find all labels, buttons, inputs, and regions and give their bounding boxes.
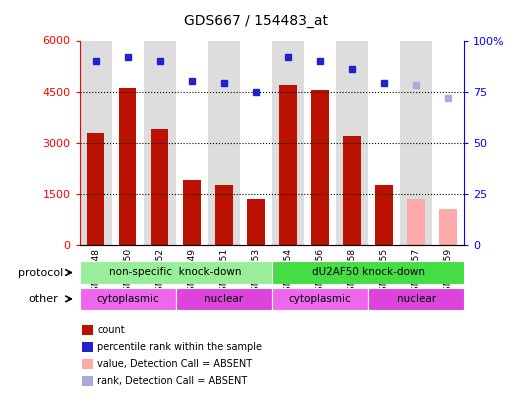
- Text: count: count: [97, 325, 125, 335]
- Bar: [87, 132, 104, 245]
- Bar: [272, 261, 464, 284]
- Bar: [80, 40, 112, 245]
- Bar: [208, 40, 240, 245]
- Bar: [82, 325, 93, 335]
- Text: GDS667 / 154483_at: GDS667 / 154483_at: [185, 14, 328, 28]
- Bar: [247, 199, 265, 245]
- Text: dU2AF50 knock-down: dU2AF50 knock-down: [311, 267, 425, 277]
- Bar: [215, 185, 232, 245]
- Bar: [82, 342, 93, 352]
- Text: non-specific  knock-down: non-specific knock-down: [109, 267, 242, 277]
- Text: value, Detection Call = ABSENT: value, Detection Call = ABSENT: [97, 359, 252, 369]
- Bar: [368, 40, 400, 245]
- Bar: [368, 288, 464, 310]
- Bar: [407, 199, 425, 245]
- Text: rank, Detection Call = ABSENT: rank, Detection Call = ABSENT: [97, 376, 248, 386]
- Bar: [311, 90, 329, 245]
- Bar: [400, 40, 432, 245]
- Bar: [175, 288, 272, 310]
- Text: cytoplasmic: cytoplasmic: [96, 294, 159, 304]
- Bar: [82, 359, 93, 369]
- Bar: [80, 261, 272, 284]
- Text: nuclear: nuclear: [204, 294, 243, 304]
- Bar: [272, 288, 368, 310]
- Bar: [272, 40, 304, 245]
- Bar: [144, 40, 175, 245]
- Bar: [82, 376, 93, 386]
- Bar: [279, 85, 297, 245]
- Text: cytoplasmic: cytoplasmic: [289, 294, 351, 304]
- Bar: [336, 40, 368, 245]
- Bar: [304, 40, 336, 245]
- Bar: [119, 88, 136, 245]
- Bar: [175, 40, 208, 245]
- Bar: [376, 185, 393, 245]
- Text: nuclear: nuclear: [397, 294, 436, 304]
- Bar: [440, 209, 457, 245]
- Text: percentile rank within the sample: percentile rank within the sample: [97, 342, 263, 352]
- Bar: [80, 288, 175, 310]
- Bar: [432, 40, 464, 245]
- Bar: [183, 180, 201, 245]
- Bar: [112, 40, 144, 245]
- Bar: [240, 40, 272, 245]
- Text: other: other: [28, 294, 58, 304]
- Bar: [343, 136, 361, 245]
- Text: protocol: protocol: [18, 268, 63, 277]
- Bar: [151, 129, 168, 245]
